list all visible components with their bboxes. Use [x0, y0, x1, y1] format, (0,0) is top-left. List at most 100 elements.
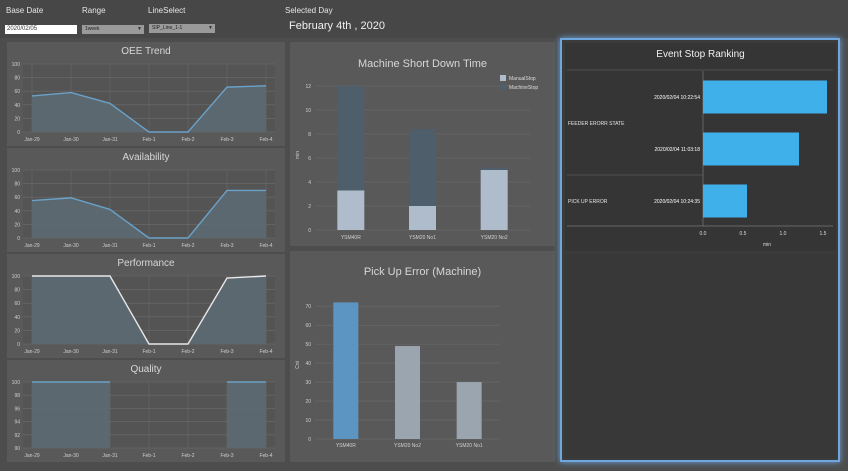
y-tick-label: 60 [14, 195, 20, 201]
y-tick-label: 2 [308, 204, 311, 210]
y-tick-label: 50 [305, 342, 311, 348]
y-tick-label: 6 [308, 156, 311, 162]
x-tick-label: Jan-29 [24, 243, 40, 249]
x-tick-label: Feb-2 [181, 243, 194, 249]
availability-title: Availability [122, 152, 170, 163]
x-tick-label: Jan-29 [24, 453, 40, 459]
range-label: Range [82, 6, 106, 15]
ranking-bar [703, 132, 799, 166]
x-tick-label: Jan-31 [102, 453, 118, 459]
y-tick-label: 30 [305, 380, 311, 386]
x-tick-label: Feb-4 [259, 453, 272, 459]
y-tick-label: 0 [17, 130, 20, 136]
performance-title: Performance [117, 258, 175, 269]
y-axis-label: min [295, 151, 301, 159]
y-tick-label: 60 [305, 323, 311, 329]
series-line [31, 189, 266, 239]
selected-day-label: Selected Day [285, 6, 333, 15]
line-select[interactable]: SIP_Line_1-1 ▼ [149, 24, 215, 33]
x-tick-label: Feb-4 [259, 137, 272, 143]
event-stop-ranking-chart: 0.0 0.5 1.0 1.5 min 2020/02/04 10:22:54 2020/0… [567, 69, 833, 248]
y-tick-label: 80 [14, 182, 20, 188]
x-tick-label: Jan-30 [63, 137, 79, 143]
line-select-value: SIP_Line_1-1 [152, 25, 183, 31]
y-tick-label: 0 [308, 228, 311, 234]
x-tick-label: Feb-3 [220, 137, 233, 143]
oee-trend-title: OEE Trend [121, 46, 171, 57]
ranking-group-label: PICK UP ERROR [568, 199, 608, 205]
x-tick-label: Feb-3 [220, 453, 233, 459]
x-tick-label: Feb-4 [259, 349, 272, 355]
x-tick-label: Jan-30 [63, 349, 79, 355]
bar-manualstop [480, 170, 508, 230]
series-area [32, 382, 110, 448]
y-tick-label: 8 [308, 132, 311, 138]
x-tick-label: 0.5 [740, 231, 747, 237]
x-tick-label: YSM20 No1 [409, 235, 436, 241]
y-tick-label: 100 [12, 274, 21, 280]
bar-machinestop [409, 129, 436, 206]
x-tick-label: YSM40R [336, 443, 356, 449]
x-tick-label: Jan-31 [102, 243, 118, 249]
event-stop-detail-area [565, 254, 836, 458]
bar [456, 382, 482, 439]
series-area [227, 382, 266, 448]
event-stop-ranking-panel: Event Stop Ranking 0.0 0.5 1.0 1.5 min 2020/0… [560, 38, 840, 462]
oee-trend-panel: OEE Trend 0 20 40 60 80 100 Jan-29 Jan-30 Jan-31… [7, 42, 285, 146]
event-stop-ranking-title: Event Stop Ranking [656, 49, 745, 60]
base-date-input[interactable]: 2020/02/05 [5, 25, 77, 34]
y-tick-label: 12 [305, 84, 311, 90]
x-tick-label: YSM40R [341, 235, 361, 241]
ranking-item-label: 2020/02/04 10:24:35 [654, 199, 700, 205]
bar-machinestop [337, 86, 365, 191]
x-tick-label: Jan-29 [24, 349, 40, 355]
chevron-down-icon: ▼ [208, 25, 213, 31]
y-tick-label: 60 [14, 89, 20, 95]
x-tick-label: Jan-30 [63, 243, 79, 249]
pick-up-error-panel: Pick Up Error (Machine) 0 10 20 30 40 50 60 70 C… [290, 251, 555, 462]
y-tick-label: 4 [308, 180, 311, 186]
ranking-bar [703, 80, 827, 114]
range-select[interactable]: 1week ▼ [82, 25, 144, 34]
series-area [32, 85, 266, 132]
ranking-bar [703, 184, 747, 218]
series-area [32, 276, 266, 344]
quality-panel: Quality 90 92 94 96 98 100 Jan-29 Jan-30 Jan-31 F… [7, 360, 285, 462]
y-axis-label: Cnt [295, 360, 301, 368]
bar-manualstop [409, 206, 436, 230]
x-tick-label: Feb-3 [220, 243, 233, 249]
x-tick-label: YSM20 No2 [481, 235, 508, 241]
bar-machinestop [480, 167, 508, 170]
base-date-label: Base Date [6, 6, 44, 15]
y-tick-label: 80 [14, 76, 20, 82]
y-tick-label: 40 [14, 315, 20, 321]
y-tick-label: 100 [12, 168, 21, 174]
quality-title: Quality [130, 364, 162, 375]
pick-up-error-chart: 0 10 20 30 40 50 60 70 Cnt YSM40R YSM20 No2 YSM20 N… [295, 302, 500, 449]
range-select-value: 1week [85, 26, 100, 32]
y-tick-label: 90 [14, 446, 20, 452]
y-tick-label: 94 [14, 420, 20, 426]
selected-day-value: February 4th , 2020 [289, 20, 386, 32]
x-tick-label: YSM20 No1 [456, 443, 483, 449]
series-line [31, 85, 267, 133]
short-down-time-title: Machine Short Down Time [358, 58, 487, 70]
y-tick-label: 80 [14, 288, 20, 294]
x-tick-label: Feb-1 [142, 243, 155, 249]
ranking-item-label: 2020/02/04 11:03:18 [654, 147, 700, 153]
line-select-label: LineSelect [148, 6, 186, 15]
filter-bar: Base Date 2020/02/05 Range 1week ▼ LineS… [0, 0, 848, 38]
x-tick-label: Jan-30 [63, 453, 79, 459]
y-tick-label: 0 [308, 437, 311, 443]
series-line [32, 275, 267, 345]
y-tick-label: 96 [14, 406, 20, 412]
y-tick-label: 40 [14, 209, 20, 215]
performance-panel: Performance 0 20 40 60 80 100 Jan-29 Jan-30 Jan-… [7, 254, 285, 358]
y-tick-label: 40 [305, 361, 311, 367]
oee-trend-chart: 0 20 40 60 80 100 Jan-29 Jan-30 Jan-31 Feb-1 Feb-2… [12, 62, 275, 143]
y-tick-label: 0 [17, 342, 20, 348]
y-tick-label: 0 [17, 236, 20, 242]
x-tick-label: Jan-29 [24, 137, 40, 143]
availability-panel: Availability 0 20 40 60 80 100 Jan-29 Jan-30 Jan… [7, 148, 285, 252]
y-tick-label: 100 [12, 62, 21, 68]
